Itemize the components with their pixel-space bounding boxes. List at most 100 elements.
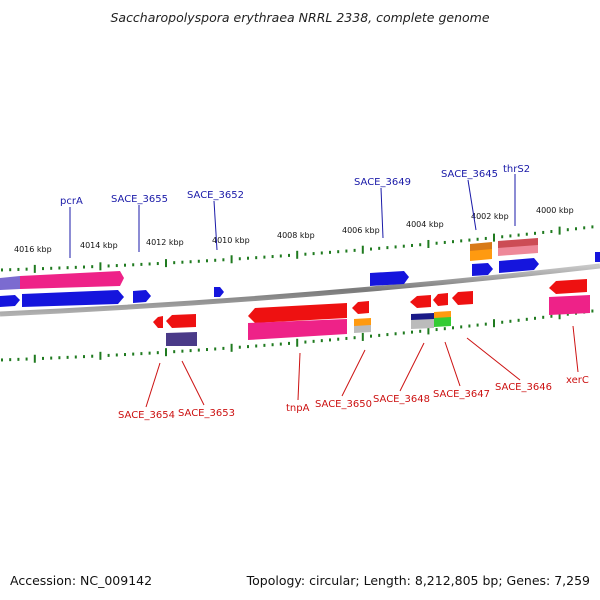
- gene-feature[interactable]: [354, 318, 371, 327]
- scale-tick-minor: [320, 339, 323, 343]
- scale-tick-minor: [345, 336, 348, 340]
- gene-label-forward[interactable]: SACE_3655: [111, 194, 168, 205]
- gene-feature[interactable]: [214, 287, 224, 297]
- reverse-callouts: SACE_3654 SACE_3653 tnpA SACE_3650 SACE_…: [118, 325, 589, 421]
- scale-tick-minor: [517, 233, 520, 237]
- gene-feature[interactable]: [434, 317, 451, 327]
- scale-tick-minor: [247, 345, 249, 349]
- gene-label-reverse[interactable]: tnpA: [286, 403, 310, 414]
- scale-tick-minor: [501, 320, 504, 324]
- gene-feature[interactable]: [354, 325, 371, 333]
- scale-label: 4002 kbp: [471, 212, 509, 221]
- scale-tick-minor: [189, 349, 192, 353]
- gene-feature[interactable]: [248, 319, 347, 340]
- gene-feature[interactable]: [433, 293, 448, 306]
- scale-tick-major: [33, 354, 36, 363]
- callout-line: [467, 179, 477, 231]
- scale-tick-minor: [386, 333, 389, 337]
- scale-tick-minor: [132, 263, 135, 267]
- gene-feature[interactable]: [352, 301, 369, 314]
- scale-tick-major: [361, 332, 364, 341]
- scale-tick-minor: [509, 234, 512, 238]
- scale-tick-minor: [42, 356, 44, 360]
- scale-tick-minor: [1, 268, 3, 272]
- gene-feature[interactable]: [166, 314, 196, 328]
- gene-feature[interactable]: [595, 252, 600, 262]
- scale-tick-minor: [542, 315, 545, 319]
- scale-tick-major: [230, 255, 233, 264]
- scale-tick-minor: [329, 338, 331, 342]
- gene-feature[interactable]: [499, 258, 539, 273]
- gene-label-reverse[interactable]: SACE_3650: [315, 399, 372, 410]
- scale-tick-minor: [484, 236, 487, 240]
- gene-feature[interactable]: [470, 249, 492, 261]
- scale-tick-minor: [173, 261, 176, 265]
- gene-feature[interactable]: [472, 263, 493, 276]
- gene-feature[interactable]: [452, 291, 473, 305]
- gene-label-forward[interactable]: pcrA: [60, 196, 83, 207]
- gene-feature[interactable]: [166, 332, 197, 346]
- scale-tick-minor: [17, 267, 20, 271]
- gene-label-reverse[interactable]: SACE_3654: [118, 410, 175, 421]
- gene-feature[interactable]: [498, 245, 538, 256]
- gene-feature[interactable]: [0, 276, 20, 290]
- scale-tick-minor: [74, 265, 77, 269]
- gene-label-reverse[interactable]: SACE_3647: [433, 389, 490, 400]
- gene-feature[interactable]: [133, 290, 151, 303]
- scale-tick-minor: [476, 323, 479, 327]
- gene-label-reverse[interactable]: xerC: [566, 375, 589, 386]
- scale-tick-minor: [156, 262, 159, 266]
- gene-feature[interactable]: [411, 313, 434, 321]
- gene-label-forward[interactable]: SACE_3645: [441, 169, 498, 180]
- gene-feature[interactable]: [153, 316, 163, 328]
- scale-tick-minor: [378, 246, 381, 250]
- forward-callouts: pcrA SACE_3655 SACE_3652 SACE_3649 SACE_…: [60, 164, 530, 258]
- gene-label-reverse[interactable]: SACE_3646: [495, 382, 552, 393]
- scale-tick-minor: [214, 347, 217, 351]
- gene-feature[interactable]: [411, 319, 434, 329]
- gene-label-forward[interactable]: SACE_3652: [187, 190, 244, 201]
- scale-label: 4012 kbp: [146, 238, 184, 247]
- gene-label-reverse[interactable]: SACE_3653: [178, 408, 235, 419]
- gene-feature[interactable]: [370, 271, 409, 286]
- scale-tick-minor: [525, 317, 528, 321]
- scale-tick-minor: [271, 343, 274, 347]
- scale-tick-major: [493, 233, 495, 242]
- scale-tick-minor: [517, 318, 520, 322]
- gene-feature[interactable]: [410, 295, 431, 308]
- gene-feature[interactable]: [434, 311, 451, 319]
- callout-line: [466, 337, 521, 381]
- scale-tick-minor: [435, 241, 438, 245]
- gene-label-forward[interactable]: SACE_3649: [354, 177, 411, 188]
- scale-tick-minor: [525, 232, 528, 236]
- gene-feature[interactable]: [0, 295, 20, 307]
- scale-tick-minor: [550, 230, 553, 234]
- scale-tick-minor: [255, 256, 258, 260]
- scale-tick-minor: [501, 235, 504, 239]
- gene-feature[interactable]: [248, 303, 347, 323]
- gene-feature[interactable]: [22, 290, 124, 307]
- scale-tick-minor: [263, 343, 266, 347]
- scale-tick-minor: [566, 312, 569, 316]
- gene-feature[interactable]: [549, 279, 587, 294]
- scale-tick-minor: [476, 237, 479, 241]
- gene-label-forward[interactable]: thrS2: [503, 164, 530, 175]
- scale-tick-minor: [566, 228, 569, 232]
- scale-ticks-top: [1, 225, 594, 273]
- gene-feature[interactable]: [549, 295, 590, 315]
- scale-tick-minor: [124, 263, 126, 267]
- scale-tick-minor: [288, 341, 290, 345]
- scale-tick-minor: [156, 351, 159, 355]
- map-title: Saccharopolyspora erythraea NRRL 2338, c…: [110, 10, 490, 25]
- gene-feature[interactable]: [20, 271, 124, 289]
- scale-tick-minor: [25, 267, 28, 271]
- gene-label-reverse[interactable]: SACE_3648: [373, 394, 430, 405]
- scale-label: 4010 kbp: [212, 236, 250, 245]
- scale-tick-minor: [591, 225, 594, 229]
- scale-tick-minor: [312, 339, 315, 343]
- scale-tick-minor: [460, 325, 463, 329]
- scale-tick-minor: [189, 260, 192, 264]
- scale-tick-minor: [591, 309, 594, 313]
- scale-tick-minor: [534, 231, 536, 235]
- callout-line: [399, 342, 425, 392]
